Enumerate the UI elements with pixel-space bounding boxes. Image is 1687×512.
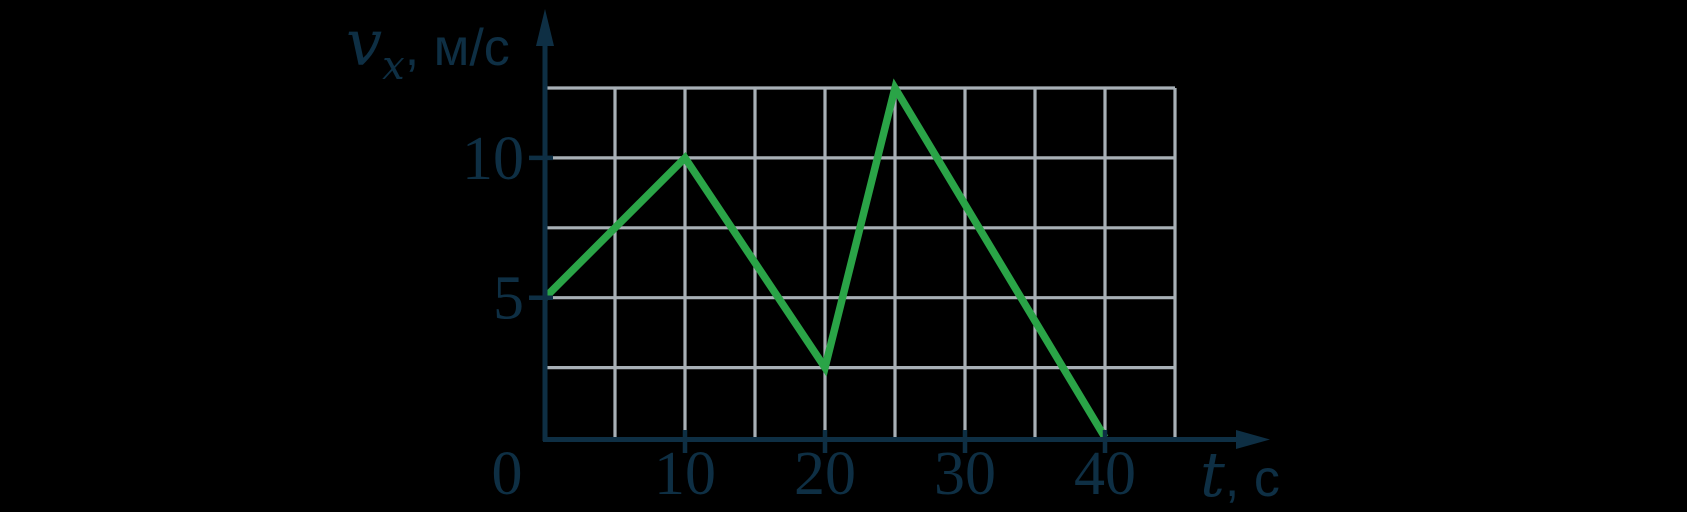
y-axis-variable: v [346,7,383,81]
x-axis-variable: t [1200,438,1225,511]
y-tick-label: 5 [493,265,524,333]
velocity-line [542,78,1109,440]
y-axis-title: vx, м/с [346,12,510,86]
x-tick-label: 20 [794,440,856,508]
x-axis-arrowhead-icon [1236,430,1270,449]
x-tick-label: 10 [654,440,716,508]
y-axis-arrowhead-icon [536,9,554,46]
y-axis-variable-subscript: x [382,43,405,89]
x-axis-unit: , с [1224,450,1280,508]
x-tick-label: 40 [1074,440,1136,508]
y-axis-unit: , м/с [404,19,510,77]
origin-label: 0 [492,440,523,508]
x-tick-label: 30 [934,440,996,508]
x-axis-title: t, с [1200,444,1280,506]
y-tick-label: 10 [462,125,524,193]
